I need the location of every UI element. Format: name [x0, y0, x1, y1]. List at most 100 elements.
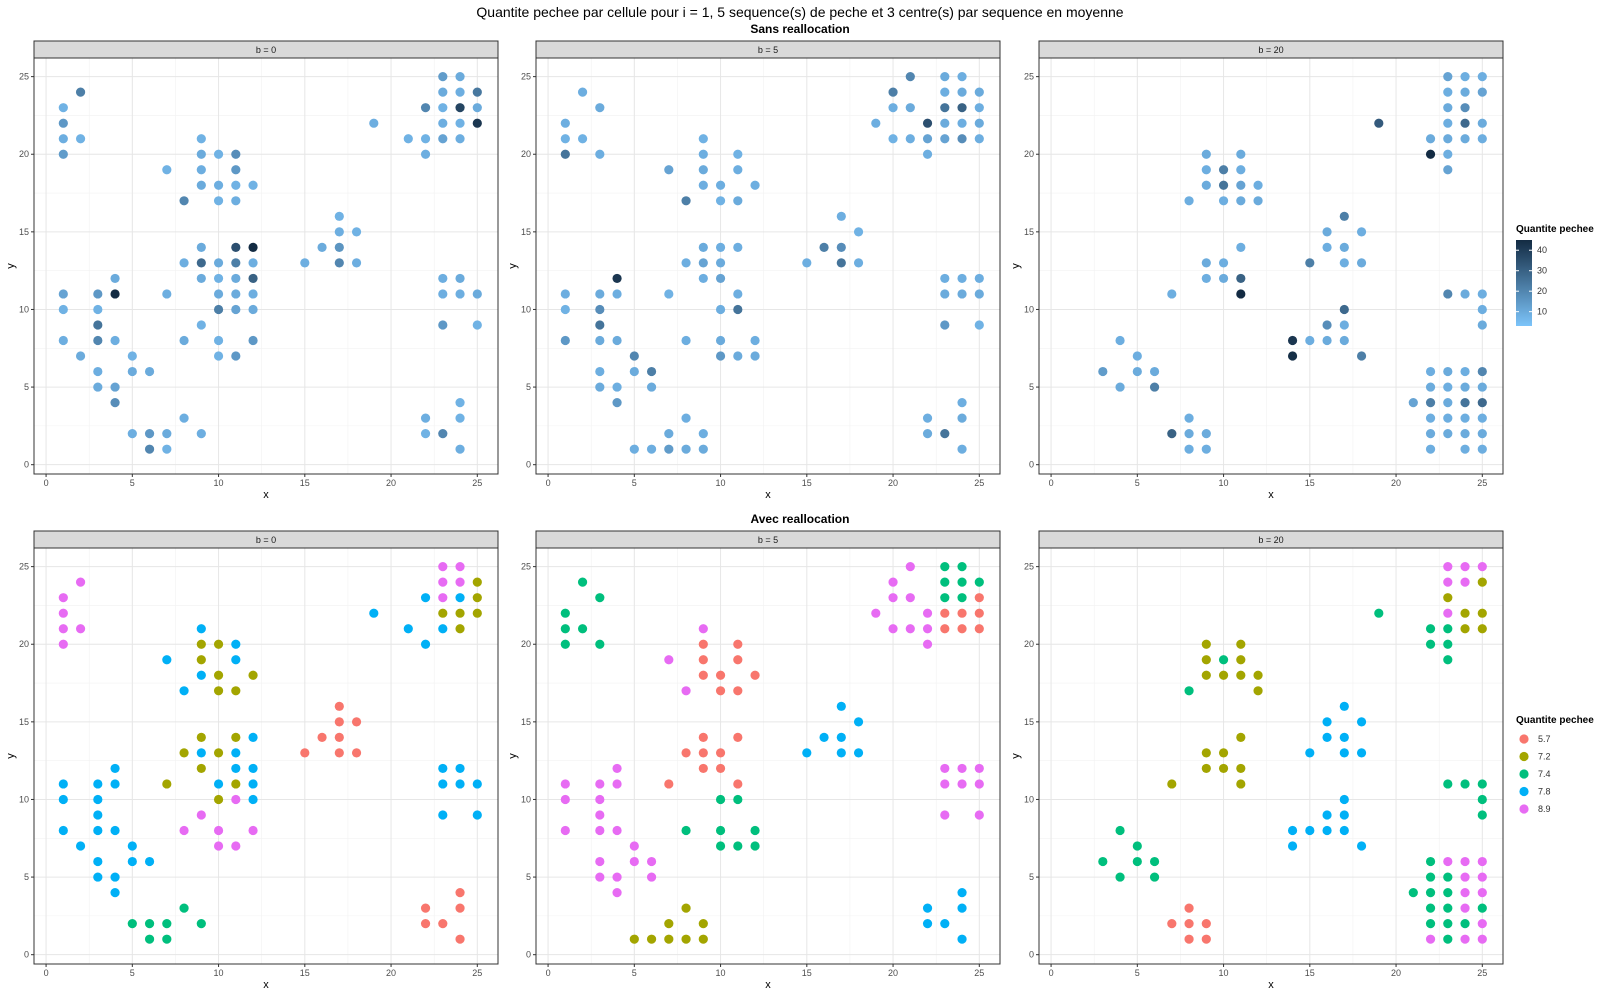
data-point	[248, 335, 258, 346]
data-point	[455, 103, 465, 113]
data-point	[1201, 180, 1211, 190]
data-point	[974, 577, 984, 587]
data-point	[144, 444, 155, 454]
data-point	[1425, 134, 1436, 144]
data-point	[248, 258, 258, 268]
legend-key	[1519, 734, 1529, 744]
y-tick-label: 25	[1024, 562, 1034, 572]
data-point	[698, 763, 708, 774]
data-point	[58, 118, 68, 128]
data-point	[58, 593, 68, 603]
data-point	[1460, 366, 1470, 377]
data-point	[560, 335, 570, 346]
y-axis-label: y	[507, 753, 519, 759]
x-tick-label: 25	[1477, 478, 1487, 488]
data-point	[733, 149, 743, 159]
data-point	[629, 841, 639, 851]
continuous-legend-title: Quantite pechee	[1516, 224, 1594, 235]
data-point	[248, 763, 258, 774]
data-point	[664, 165, 674, 175]
data-point	[1322, 242, 1332, 252]
y-tick-label: 0	[526, 460, 531, 470]
data-point	[231, 196, 241, 206]
data-point	[334, 732, 344, 742]
data-point	[93, 872, 103, 882]
data-point	[646, 872, 657, 882]
data-point	[1374, 118, 1384, 128]
data-point	[1115, 335, 1125, 346]
facet-panel: b = 0 0 5 10 15 20 25 0 5 10 15 20 25 x y	[5, 530, 499, 991]
data-point	[472, 608, 482, 618]
y-tick-label: 15	[1024, 717, 1034, 727]
data-point	[957, 87, 967, 97]
data-point	[698, 748, 708, 758]
data-point	[1184, 934, 1194, 944]
data-point	[836, 258, 846, 268]
data-point	[1236, 149, 1246, 159]
data-point	[595, 856, 605, 867]
x-tick-label: 20	[386, 968, 396, 978]
data-point	[940, 593, 950, 603]
data-point	[698, 624, 708, 634]
data-point	[1460, 872, 1470, 882]
data-point	[940, 562, 950, 572]
y-tick-label: 5	[526, 872, 531, 882]
data-point	[1132, 856, 1142, 867]
data-point	[974, 134, 984, 144]
data-point	[715, 351, 726, 361]
data-point	[438, 72, 448, 82]
data-point	[698, 134, 708, 144]
data-point	[1356, 717, 1367, 727]
data-point	[698, 919, 708, 929]
data-point	[715, 258, 726, 268]
data-point	[110, 887, 120, 898]
data-point	[334, 258, 344, 268]
data-point	[1460, 103, 1470, 113]
data-point	[905, 134, 915, 144]
data-point	[75, 351, 86, 361]
data-point	[1322, 335, 1332, 346]
data-point	[974, 320, 984, 330]
data-point	[1477, 320, 1487, 330]
data-point	[179, 258, 189, 268]
data-point	[231, 763, 241, 774]
data-point	[681, 903, 691, 913]
data-point	[213, 196, 224, 206]
data-point	[455, 397, 465, 408]
data-point	[595, 366, 605, 377]
data-point	[438, 608, 448, 618]
data-point	[871, 608, 881, 618]
data-point	[698, 180, 708, 190]
data-point	[1339, 810, 1349, 820]
data-point	[957, 577, 967, 587]
data-point	[1460, 289, 1470, 299]
data-point	[715, 242, 726, 252]
x-tick-label: 15	[300, 478, 310, 488]
y-tick-label: 0	[1029, 950, 1034, 960]
panel-border	[33, 57, 499, 475]
data-point	[853, 258, 864, 268]
data-point	[733, 304, 743, 315]
data-point	[1443, 382, 1453, 392]
data-point	[196, 639, 206, 649]
data-point	[836, 211, 846, 221]
data-point	[733, 686, 743, 696]
data-point	[213, 779, 224, 789]
panel-border	[1038, 57, 1504, 475]
x-axis-label: x	[765, 979, 771, 991]
x-tick-label: 5	[130, 968, 135, 978]
data-point	[75, 577, 86, 587]
data-point	[110, 397, 120, 408]
plot-area	[34, 548, 498, 964]
data-point	[472, 289, 482, 299]
y-tick-label: 25	[19, 72, 29, 82]
data-point	[733, 242, 743, 252]
data-point	[162, 934, 172, 944]
data-point	[1425, 444, 1436, 454]
data-point	[1201, 748, 1211, 758]
data-point	[231, 351, 241, 361]
data-point	[957, 903, 967, 913]
data-point	[1443, 903, 1453, 913]
data-point	[1305, 825, 1315, 836]
data-point	[196, 919, 206, 929]
